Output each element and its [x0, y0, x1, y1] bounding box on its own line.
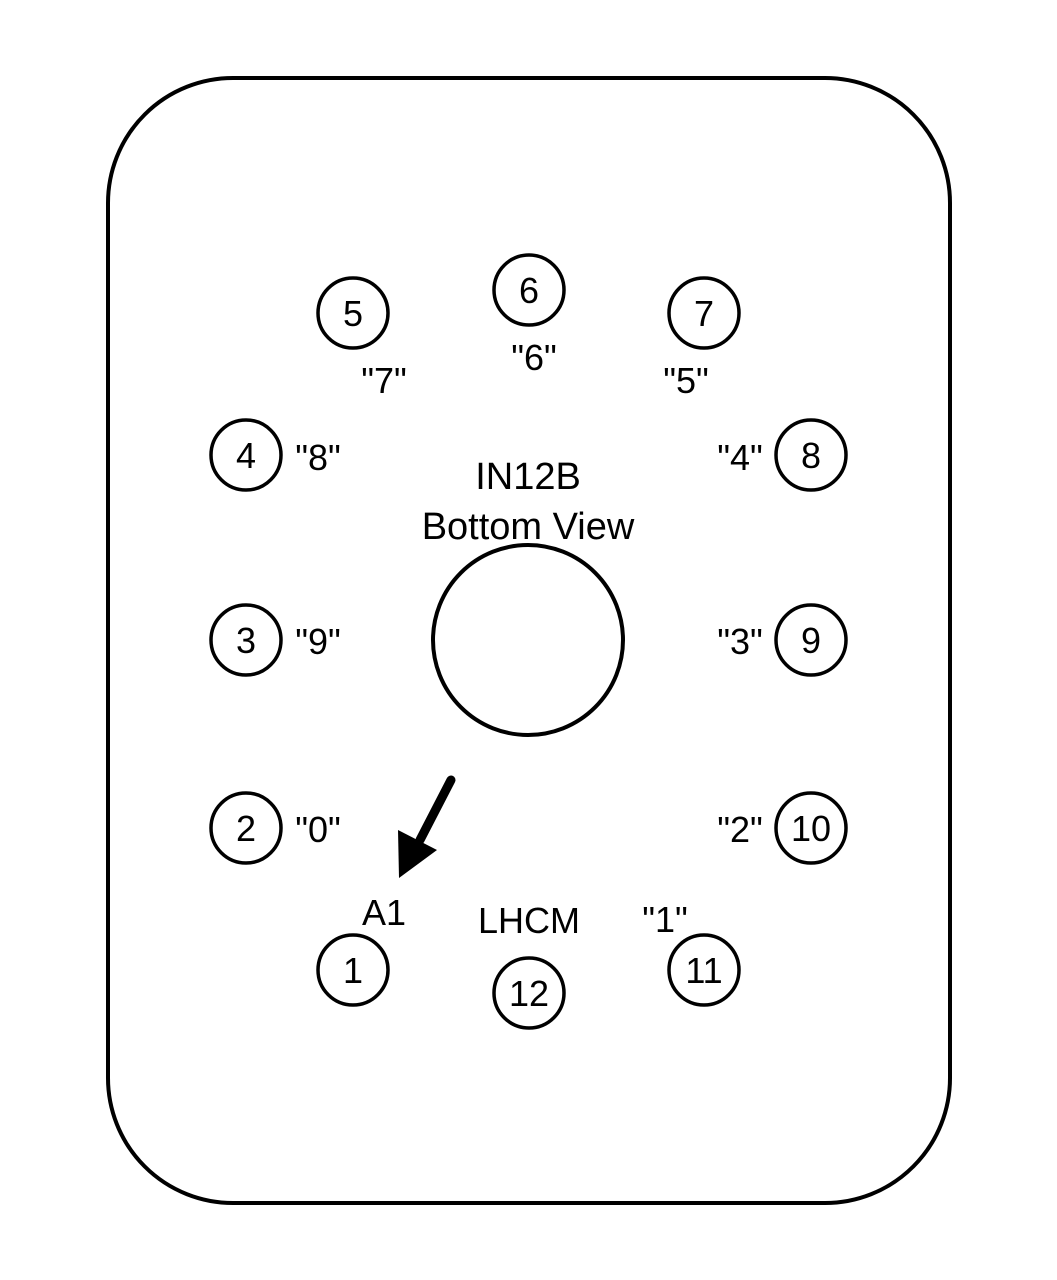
- digit-label: "3": [717, 621, 763, 662]
- pin-6: 6 "6": [492, 253, 566, 378]
- pin-number: 7: [694, 293, 714, 334]
- center-circle: [431, 543, 625, 737]
- tube-model-label: IN12B: [475, 456, 581, 498]
- pin-number: 1: [343, 950, 363, 991]
- digit-label: "9": [295, 621, 341, 662]
- pin-number: 6: [519, 270, 539, 311]
- pin-number: 11: [685, 950, 722, 991]
- pin-number: 2: [236, 808, 256, 849]
- digit-label: "7": [361, 360, 407, 401]
- pin-number: 3: [236, 620, 256, 661]
- anode-label: A1: [362, 892, 406, 933]
- pin-9: 9 "3": [717, 603, 848, 677]
- pin-10: 10 "2": [717, 791, 848, 865]
- digit-label: "0": [295, 809, 341, 850]
- pin-number: 4: [236, 435, 256, 476]
- pin-3: 3 "9": [209, 603, 341, 677]
- pin-number: 8: [801, 435, 821, 476]
- pin-2: 2 "0": [209, 791, 341, 865]
- pin-11: 11 "1": [642, 899, 741, 1007]
- pin-number: 5: [343, 293, 363, 334]
- pin-number: 9: [801, 620, 821, 661]
- digit-label: "1": [642, 899, 688, 940]
- pin-7: 7 "5": [663, 276, 741, 401]
- pin-5: 5 "7": [316, 276, 407, 401]
- pin-number: 10: [791, 808, 831, 849]
- pin-8: 8 "4": [717, 418, 848, 492]
- pin-12: 12: [492, 956, 566, 1030]
- common-label: LHCM: [478, 900, 580, 941]
- anode-arrow-icon: [398, 775, 456, 878]
- view-label: Bottom View: [422, 506, 635, 548]
- pin-1: 1: [316, 933, 390, 1007]
- digit-label: "5": [663, 360, 709, 401]
- pin-number: 12: [509, 973, 549, 1014]
- digit-label: "2": [717, 809, 763, 850]
- pin-4: 4 "8": [209, 418, 341, 492]
- digit-label: "8": [295, 437, 341, 478]
- digit-label: "4": [717, 437, 763, 478]
- digit-label: "6": [511, 337, 557, 378]
